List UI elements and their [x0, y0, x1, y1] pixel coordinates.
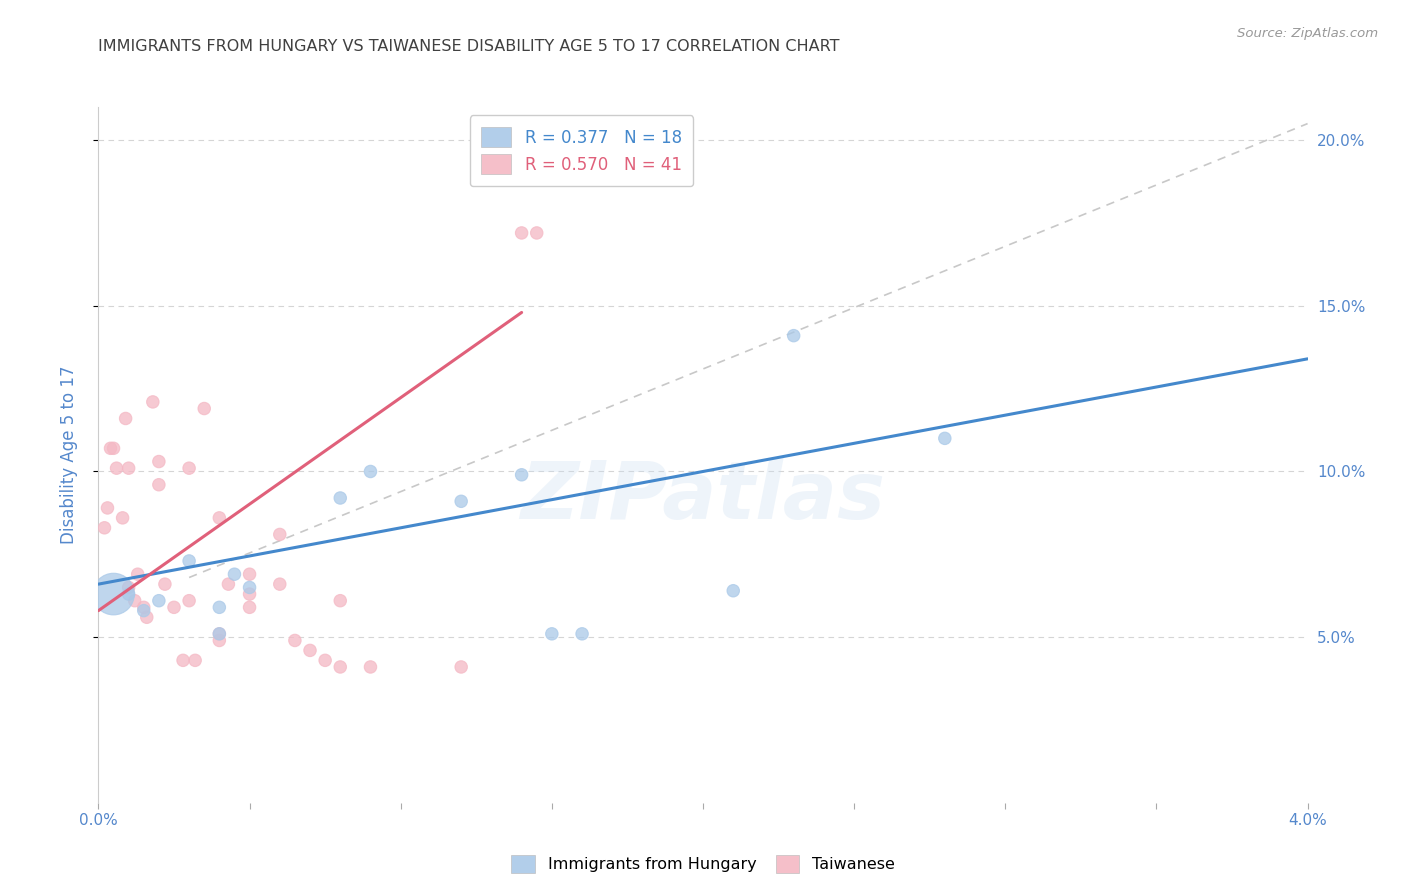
Point	[142, 395, 165, 409]
Point	[723, 583, 745, 598]
Point	[450, 494, 472, 508]
Point	[127, 567, 149, 582]
Point	[329, 593, 352, 607]
Point	[934, 431, 956, 445]
Point	[118, 581, 141, 595]
Point	[184, 653, 207, 667]
Point	[239, 587, 262, 601]
Text: Source: ZipAtlas.com: Source: ZipAtlas.com	[1237, 27, 1378, 40]
Point	[100, 442, 122, 456]
Point	[153, 577, 176, 591]
Point	[783, 328, 806, 343]
Point	[360, 465, 382, 479]
Point	[93, 521, 115, 535]
Point	[96, 500, 118, 515]
Point	[208, 627, 231, 641]
Point	[284, 633, 307, 648]
Point	[510, 226, 533, 240]
Point	[148, 477, 170, 491]
Point	[132, 604, 155, 618]
Point	[124, 593, 146, 607]
Point	[450, 660, 472, 674]
Point	[103, 587, 125, 601]
Point	[217, 577, 239, 591]
Point	[314, 653, 336, 667]
Point	[329, 660, 352, 674]
Point	[179, 461, 201, 475]
Point	[179, 593, 201, 607]
Point	[172, 653, 194, 667]
Point	[299, 643, 322, 657]
Text: IMMIGRANTS FROM HUNGARY VS TAIWANESE DISABILITY AGE 5 TO 17 CORRELATION CHART: IMMIGRANTS FROM HUNGARY VS TAIWANESE DIS…	[98, 38, 839, 54]
Point	[269, 577, 291, 591]
Point	[510, 467, 533, 482]
Point	[148, 593, 170, 607]
Point	[132, 600, 155, 615]
Legend: Immigrants from Hungary, Taiwanese: Immigrants from Hungary, Taiwanese	[505, 848, 901, 880]
Point	[163, 600, 186, 615]
Point	[148, 454, 170, 468]
Point	[360, 660, 382, 674]
Point	[208, 633, 231, 648]
Point	[571, 627, 593, 641]
Point	[179, 554, 201, 568]
Point	[329, 491, 352, 505]
Point	[105, 461, 128, 475]
Point	[224, 567, 246, 582]
Point	[239, 581, 262, 595]
Text: ZIPatlas: ZIPatlas	[520, 458, 886, 536]
Point	[114, 411, 136, 425]
Point	[239, 567, 262, 582]
Point	[118, 587, 141, 601]
Point	[208, 600, 231, 615]
Point	[239, 600, 262, 615]
Point	[193, 401, 215, 416]
Legend: R = 0.377   N = 18, R = 0.570   N = 41: R = 0.377 N = 18, R = 0.570 N = 41	[470, 115, 693, 186]
Y-axis label: Disability Age 5 to 17: Disability Age 5 to 17	[59, 366, 77, 544]
Point	[208, 627, 231, 641]
Point	[269, 527, 291, 541]
Point	[111, 511, 134, 525]
Point	[103, 442, 125, 456]
Point	[135, 610, 157, 624]
Point	[541, 627, 564, 641]
Point	[118, 461, 141, 475]
Point	[526, 226, 548, 240]
Point	[208, 511, 231, 525]
